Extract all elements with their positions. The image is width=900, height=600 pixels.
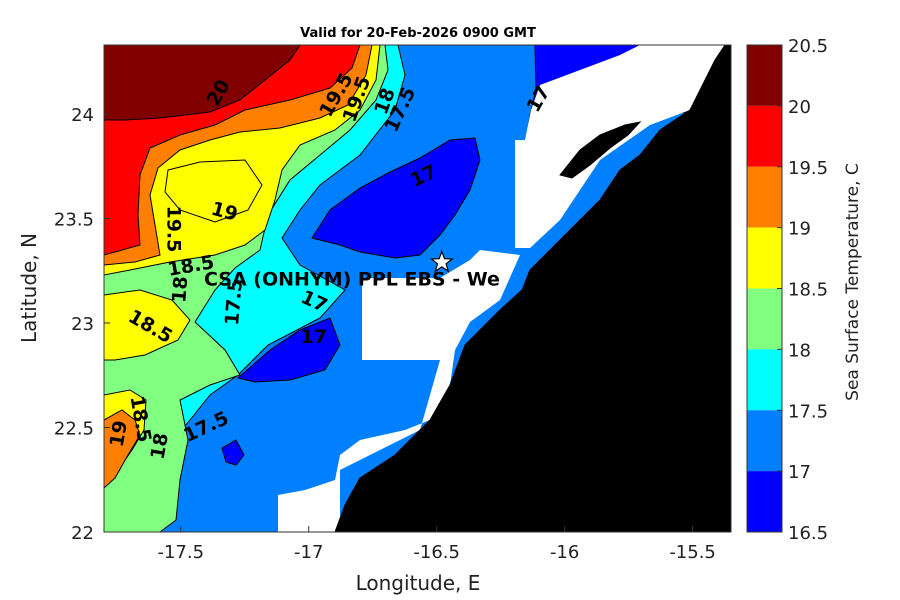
band-20-20.5: [104, 45, 301, 121]
x-axis-label: Longitude, E: [356, 571, 481, 595]
colorbar-tick-label: 19.5: [788, 158, 828, 179]
colorbar-swatch: [747, 471, 782, 532]
contour-label: 18: [168, 275, 192, 303]
cold-spot-small: [221, 439, 245, 466]
no-data-area-shelf: [278, 250, 520, 532]
warm-pocket-19: [164, 159, 263, 223]
x-tick-label: -17.5: [157, 542, 204, 563]
figure-title: Valid for 20-Feb-2026 0900 GMT: [300, 26, 536, 41]
colorbar-swatch: [747, 410, 782, 472]
colorbar-label: Sea Surface Temperature, C: [843, 163, 863, 401]
y-tick-label: 23.5: [54, 209, 94, 230]
colorbar-tick-label: 16.5: [788, 523, 828, 544]
colorbar: 20.5 20 19.5 19 18.5 18 17.5 17 16.5: [746, 36, 828, 544]
plot-frame: [103, 44, 732, 533]
x-axis-ticks: -17.5 -17 -16.5 -16 -15.5: [157, 526, 716, 563]
cold-core-north: [311, 137, 481, 259]
contour-label: 19.5: [163, 205, 185, 252]
land-mass: [334, 45, 731, 532]
colorbar-tick-label: 20: [788, 97, 811, 118]
map-plot-area: [104, 45, 731, 532]
y-tick-label: 22.5: [54, 418, 94, 439]
cold-core-south: [236, 317, 341, 383]
colorbar-swatch: [747, 105, 782, 167]
colorbar-tick-label: 19: [788, 219, 811, 240]
x-tick-label: -17: [294, 542, 323, 563]
contour-label: 19: [106, 419, 132, 449]
site-star-icon: [429, 249, 454, 273]
colorbar-tick-label: 17.5: [788, 401, 828, 422]
x-tick-label: -16.5: [413, 542, 460, 563]
x-tick-label: -16: [550, 542, 579, 563]
colorbar-tick-label: 20.5: [788, 36, 828, 57]
site-marker-group: CSA (ONHYM) PPL EBS - We: [204, 249, 500, 290]
y-tick-label: 22: [71, 523, 94, 544]
coastal-spit: [518, 182, 620, 314]
coastal-island: [559, 121, 642, 179]
colorbar-tick-label: 18.5: [788, 280, 828, 301]
contour-label: 18: [147, 431, 173, 461]
band-19-19.5: [104, 45, 373, 489]
colorbar-tick-label: 18: [788, 340, 811, 361]
colorbar-swatch: [747, 288, 782, 350]
colorbar-swatch: [747, 45, 782, 106]
site-label: CSA (ONHYM) PPL EBS - We: [204, 268, 500, 290]
colorbar-tick-label: 17: [788, 462, 811, 483]
contour-label: 17: [301, 326, 327, 348]
colorbar-swatch: [747, 166, 782, 228]
colorbar-swatch: [747, 227, 782, 289]
y-axis-ticks: 24 23.5 23 22.5 22: [54, 105, 110, 544]
colorbar-swatch: [747, 349, 782, 411]
contour-label: 17.5: [221, 278, 247, 327]
no-data-area-nearshore: [515, 45, 731, 248]
x-tick-label: -15.5: [669, 542, 716, 563]
y-axis-label: Latitude, N: [17, 233, 41, 343]
y-tick-label: 24: [71, 105, 94, 126]
y-tick-label: 23: [71, 314, 94, 335]
